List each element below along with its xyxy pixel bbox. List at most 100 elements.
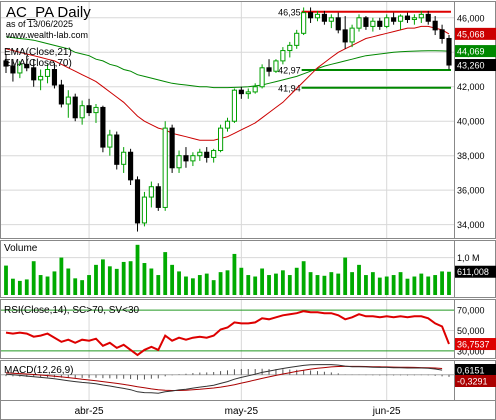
macd-last-tag-1 xyxy=(455,375,496,387)
candle xyxy=(252,83,258,94)
candle xyxy=(446,35,452,70)
price-tick-label: 36,000 xyxy=(457,186,485,196)
volume-bar xyxy=(45,276,50,295)
candle xyxy=(335,12,341,34)
volume-bar xyxy=(315,275,320,295)
candle-body xyxy=(51,69,58,86)
volume-bar xyxy=(80,280,85,295)
gridlines xyxy=(1,2,454,400)
price-tick-label: 46,000 xyxy=(457,13,485,23)
candle-body xyxy=(176,155,182,169)
volume-bar xyxy=(66,268,71,295)
candle-body xyxy=(252,86,258,93)
candle xyxy=(169,124,175,173)
volume-bar xyxy=(391,275,396,295)
volume-bar xyxy=(107,266,112,295)
candle xyxy=(349,24,355,48)
macd-last-label-1: -0,3291 xyxy=(457,377,488,387)
volume-bar xyxy=(405,278,410,295)
candle xyxy=(24,55,30,72)
volume-bar xyxy=(190,278,195,295)
candle xyxy=(432,16,438,36)
date-label-1: may-25 xyxy=(225,406,259,417)
candle-body xyxy=(197,151,203,157)
candle xyxy=(183,147,189,168)
macd-title: MACD(12,26,9) xyxy=(4,365,73,376)
volume-bar xyxy=(128,261,133,295)
candle-body xyxy=(432,20,438,31)
candle xyxy=(58,79,64,108)
candle-body xyxy=(370,20,376,27)
candle-body xyxy=(259,67,265,88)
date-label-2: jun-25 xyxy=(372,406,401,417)
volume-bar xyxy=(447,271,451,295)
candle xyxy=(79,100,85,125)
candle xyxy=(190,152,196,167)
source-label: www.wealth-lab.com xyxy=(5,30,88,40)
volume-bar xyxy=(253,276,258,295)
candle xyxy=(148,181,154,208)
candle-body xyxy=(58,84,64,105)
candle xyxy=(107,129,113,156)
candle-body xyxy=(356,17,362,29)
candle xyxy=(342,16,348,49)
candle xyxy=(65,90,71,118)
macd-pane xyxy=(1,364,454,394)
candle xyxy=(391,12,397,25)
volume-bar xyxy=(225,270,230,295)
candle xyxy=(31,59,37,87)
candle xyxy=(86,98,92,117)
candle-body xyxy=(211,150,217,158)
macd-last-tag-0 xyxy=(455,364,496,376)
candle xyxy=(384,14,390,29)
volume-bar xyxy=(377,277,382,295)
candle-body xyxy=(162,127,168,208)
volume-bar xyxy=(246,275,251,295)
candle xyxy=(280,47,286,65)
volume-bar xyxy=(232,253,237,295)
volume-bar xyxy=(357,264,361,295)
candle xyxy=(128,148,134,186)
candle-body xyxy=(3,60,9,67)
volume-title: Volume xyxy=(4,243,38,254)
candle xyxy=(425,10,431,25)
candle-body xyxy=(384,17,390,27)
candle xyxy=(411,14,417,25)
candle xyxy=(38,69,44,91)
level-label-1: 46,35 xyxy=(278,7,301,17)
volume-bar xyxy=(336,273,341,295)
volume-tick-label: 1,0 M xyxy=(457,253,480,263)
rsi-last-label: 36,7537 xyxy=(457,340,490,350)
candle-body xyxy=(86,105,92,114)
candle-body xyxy=(24,63,30,69)
candle xyxy=(314,10,321,22)
candle-body xyxy=(273,60,279,72)
last-value-label-close: 43,260 xyxy=(457,61,485,71)
volume-bar xyxy=(329,272,334,295)
candle-body xyxy=(349,27,355,43)
rsi-last-tag xyxy=(455,338,496,351)
last-value-tag-close xyxy=(455,59,496,72)
candle xyxy=(266,59,272,77)
volume-bar xyxy=(274,273,278,295)
candle xyxy=(328,14,334,29)
candle-body xyxy=(287,44,293,52)
rsi-tick-label: 30,000 xyxy=(457,346,485,356)
candle-body xyxy=(65,96,71,105)
volume-bar xyxy=(52,271,57,295)
last-value-label-ema21: 45,068 xyxy=(457,29,485,39)
volume-bar xyxy=(301,261,306,295)
candle xyxy=(100,105,106,153)
candle xyxy=(3,53,9,73)
candle-body xyxy=(314,13,321,19)
volume-bar xyxy=(308,272,313,295)
volume-bar xyxy=(94,264,98,295)
candle-body xyxy=(31,67,37,81)
candle-body xyxy=(418,13,424,19)
volume-bar xyxy=(4,265,8,295)
volume-bar xyxy=(87,275,91,295)
candle-body xyxy=(114,134,120,165)
rsi-line xyxy=(5,310,450,357)
candle-body xyxy=(307,12,314,19)
